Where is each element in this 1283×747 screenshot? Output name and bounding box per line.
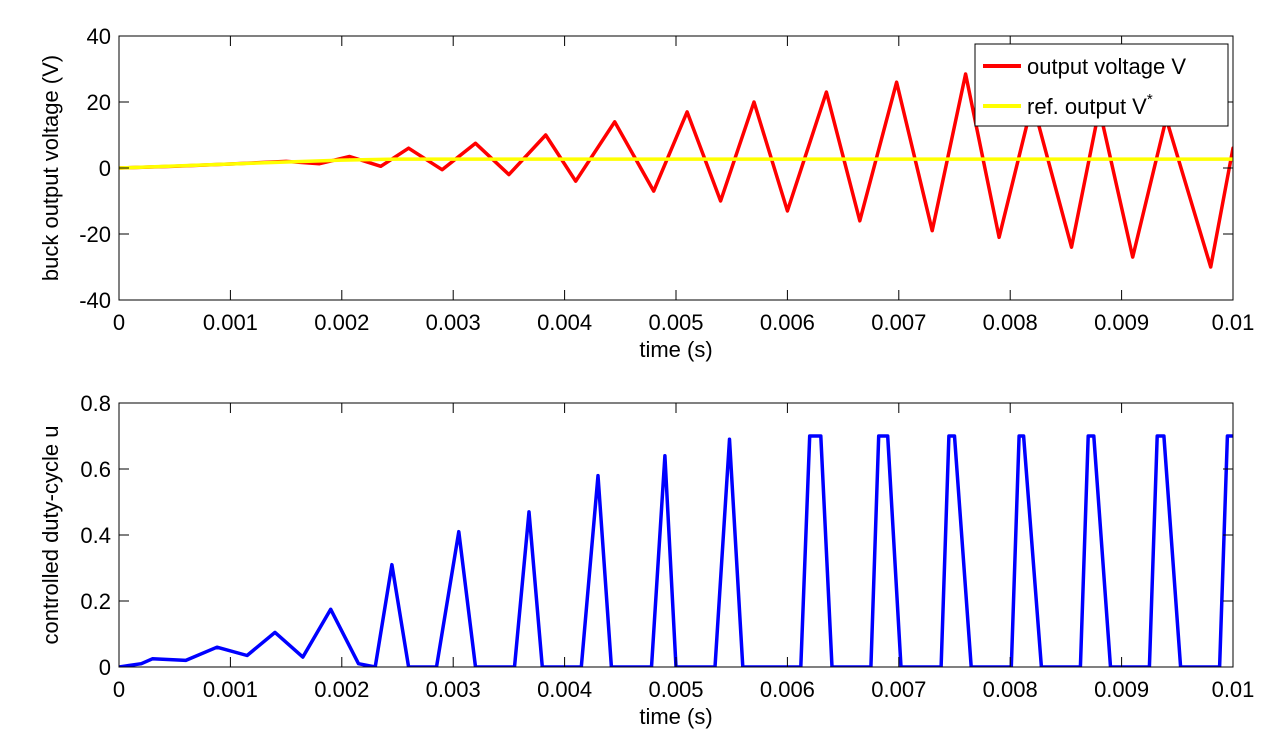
series-group [119, 72, 1233, 269]
x-tick-label: 0.01 [1212, 677, 1255, 702]
y-tick-label: -20 [79, 222, 111, 247]
legend: output voltage V ref. output V* [974, 43, 1229, 127]
x-tick-label: 0.003 [426, 310, 481, 335]
x-tick-label: 0.005 [648, 677, 703, 702]
x-tick-label: 0.009 [1094, 310, 1149, 335]
x-tick-label: 0.005 [648, 310, 703, 335]
x-axis-label: time (s) [639, 337, 712, 362]
top-panel-output-voltage: 0 0.001 0.002 0.003 0.004 0.005 0.006 0.007 0.00… [38, 24, 1254, 362]
series-line-0 [119, 434, 1233, 667]
y-tick-label: 0.4 [80, 523, 111, 548]
x-tick-label: 0.009 [1094, 677, 1149, 702]
x-tick-label: 0.002 [314, 677, 369, 702]
y-tick-label: 0 [99, 655, 111, 680]
x-axis-label: time (s) [639, 704, 712, 729]
y-axis-label: controlled duty-cycle u [38, 426, 63, 645]
y-tick-label: 0.8 [80, 391, 111, 416]
y-tick-label: 0.6 [80, 457, 111, 482]
x-tick-label: 0.001 [203, 677, 258, 702]
series-line-1 [119, 157, 1233, 170]
x-tick-label: 0.001 [203, 310, 258, 335]
y-tick-label: 0.2 [80, 589, 111, 614]
x-tick-label: 0.004 [537, 310, 592, 335]
y-axis-label: buck output voltage (V) [38, 55, 63, 281]
x-tick-label: 0.007 [871, 677, 926, 702]
x-tick-label: 0.006 [760, 677, 815, 702]
legend-label: ref. output V* [1027, 91, 1153, 119]
y-tick-label: -40 [79, 288, 111, 313]
x-tick-label: 0.008 [983, 677, 1038, 702]
y-tick-label: 20 [87, 90, 111, 115]
x-tick-label: 0.004 [537, 677, 592, 702]
series-group [119, 434, 1233, 667]
y-tick-label: 40 [87, 24, 111, 49]
x-tick-label: 0.003 [426, 677, 481, 702]
legend-box [974, 43, 1229, 127]
x-tick-label: 0.008 [983, 310, 1038, 335]
x-tick-label: 0 [113, 677, 125, 702]
plot-area [119, 403, 1233, 667]
legend-label-superscript: * [1147, 91, 1153, 108]
y-tick-label: 0 [99, 156, 111, 181]
x-tick-label: 0.006 [760, 310, 815, 335]
x-tick-label: 0.002 [314, 310, 369, 335]
x-tick-label: 0.01 [1212, 310, 1255, 335]
x-tick-label: 0.007 [871, 310, 926, 335]
bottom-panel-duty-cycle: 0 0.001 0.002 0.003 0.004 0.005 0.006 0.007 0.00… [38, 391, 1254, 729]
legend-label: output voltage V [1027, 54, 1186, 79]
x-tick-label: 0 [113, 310, 125, 335]
